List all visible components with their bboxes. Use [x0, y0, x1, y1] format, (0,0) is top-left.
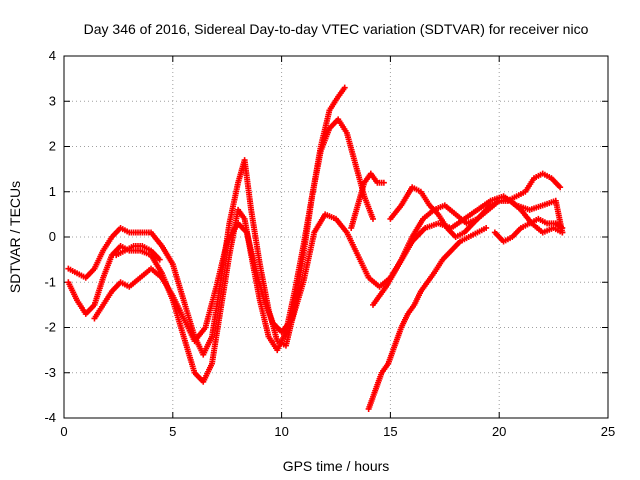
series-9 [491, 215, 566, 245]
y-tick-label: 1 [49, 184, 56, 199]
series-8 [387, 170, 564, 240]
data-point [557, 184, 564, 191]
x-tick-label: 25 [601, 424, 615, 439]
plot-frame [63, 55, 609, 419]
data-point [380, 179, 387, 186]
y-tick-label: 2 [49, 139, 56, 154]
data-point [369, 215, 376, 222]
y-tick-label: -4 [44, 410, 56, 425]
x-axis-label: GPS time / hours [283, 458, 390, 474]
x-tick-label: 15 [383, 424, 397, 439]
x-tick-label: 20 [492, 424, 506, 439]
data-point [341, 84, 348, 91]
data-points [65, 84, 566, 412]
series-6 [369, 193, 566, 308]
y-tick-label: -2 [44, 320, 56, 335]
y-tick-label: 0 [49, 229, 56, 244]
y-axis-label: SDTVAR / TECUs [7, 181, 23, 293]
series-7 [365, 224, 490, 412]
y-tick-label: -3 [44, 365, 56, 380]
grid [64, 56, 608, 418]
y-tick-label: 3 [49, 93, 56, 108]
series-3 [91, 197, 566, 345]
series-4 [113, 243, 163, 263]
series-5 [348, 170, 387, 231]
axis-ticks: 0 5 10 15 20 25 -4 -3 -2 -1 0 1 2 3 4 [44, 48, 615, 439]
chart-title: Day 346 of 2016, Sidereal Day-to-day VTE… [84, 21, 589, 37]
x-tick-label: 10 [274, 424, 288, 439]
data-point [559, 224, 566, 231]
x-tick-label: 5 [169, 424, 176, 439]
data-point [483, 224, 490, 231]
data-point [156, 256, 163, 263]
x-tick-label: 0 [60, 424, 67, 439]
y-tick-label: 4 [49, 48, 56, 63]
y-tick-label: -1 [44, 274, 56, 289]
series-2 [65, 84, 348, 385]
